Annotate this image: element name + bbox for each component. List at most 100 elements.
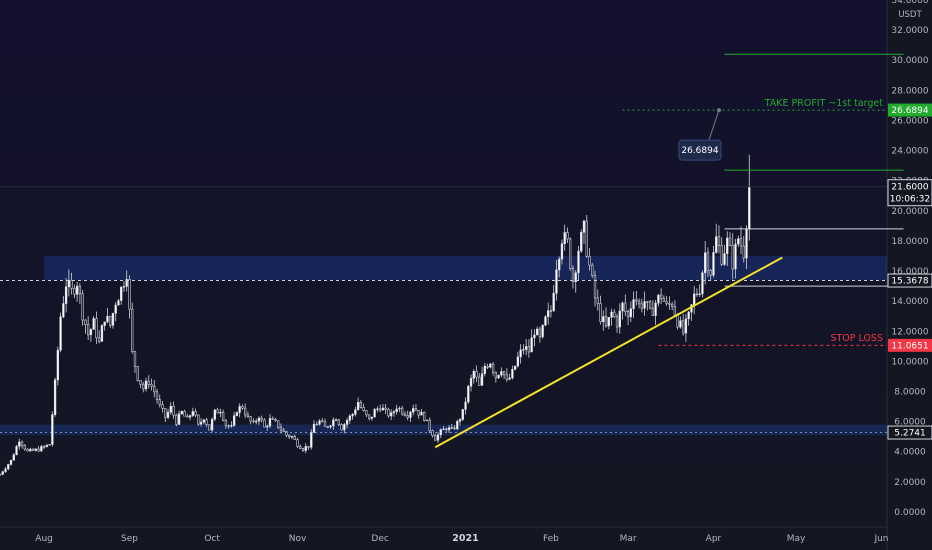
candle [450, 423, 453, 429]
x-tick-label: Sep [121, 534, 138, 544]
candle [497, 374, 500, 380]
candle [445, 427, 448, 432]
candle [434, 433, 437, 441]
candle [442, 426, 445, 431]
candle [45, 444, 48, 448]
candle [505, 368, 509, 383]
candle [359, 400, 363, 409]
candle [155, 388, 159, 404]
candle [244, 403, 247, 418]
candle [277, 420, 280, 430]
candle [142, 381, 145, 393]
candle [343, 423, 346, 434]
candle [246, 411, 250, 419]
candle [150, 378, 153, 391]
candle [604, 307, 608, 328]
candle [312, 420, 316, 433]
candle [453, 425, 456, 431]
candle [166, 408, 170, 420]
candle [326, 426, 329, 429]
candle [491, 362, 495, 376]
candle [709, 268, 712, 281]
candle [315, 421, 318, 426]
candle [158, 394, 161, 408]
candle [59, 312, 62, 353]
y-tick-label: 10.0000 [891, 357, 928, 367]
candle [635, 291, 638, 306]
candle [720, 237, 723, 267]
support-level-badge: 15.3678 [887, 273, 932, 288]
candle [299, 444, 302, 450]
candle [139, 380, 142, 389]
candle [274, 417, 277, 422]
candle [659, 288, 663, 305]
candle [354, 406, 357, 417]
candle [406, 410, 409, 421]
svg-text:15.3678: 15.3678 [891, 277, 928, 287]
candle [318, 419, 321, 426]
x-tick-label: Aug [35, 534, 53, 544]
y-tick-label: 18.0000 [891, 237, 928, 247]
candle [238, 403, 241, 418]
candle [48, 444, 51, 446]
base-level-badge: 5.2741 [887, 425, 932, 440]
candle [417, 409, 420, 419]
stop-loss-label: STOP LOSS [830, 333, 883, 344]
candle [307, 446, 310, 450]
candle [401, 405, 404, 416]
candle [86, 316, 90, 341]
candle [31, 448, 35, 451]
candle [381, 404, 385, 411]
candle [726, 231, 729, 266]
candle [384, 403, 387, 415]
candle [337, 419, 340, 427]
svg-text:11.0651: 11.0651 [891, 341, 928, 351]
candle [81, 289, 84, 326]
candle [202, 419, 205, 425]
y-tick-label: 8.0000 [894, 387, 926, 397]
candle [106, 308, 109, 324]
candle [475, 365, 478, 383]
candle [544, 315, 547, 327]
y-tick-label: 0.0000 [894, 508, 926, 518]
candle [235, 411, 239, 417]
candle [241, 404, 244, 410]
candle [89, 328, 93, 342]
x-axis: Aug Sep Oct Nov Dec 2021 Feb Mar Apr May Jun [35, 533, 888, 544]
candle [646, 301, 649, 311]
candle [409, 410, 412, 422]
candle [153, 380, 156, 398]
candle [508, 373, 511, 381]
candle [249, 416, 252, 425]
y-tick-label: 20.0000 [891, 207, 928, 217]
y-tick-label: 4.0000 [894, 448, 926, 458]
candle [420, 409, 423, 416]
candle [323, 418, 327, 427]
candle [62, 295, 65, 319]
candle [610, 308, 613, 326]
candle [618, 303, 621, 334]
candle [282, 427, 285, 432]
candle [734, 238, 737, 279]
candle [136, 366, 139, 382]
candle [378, 404, 382, 413]
candle [560, 239, 564, 265]
candle [216, 407, 219, 414]
candle [684, 314, 688, 342]
candle [648, 299, 652, 310]
candle [478, 373, 481, 386]
candles-layer [0, 154, 751, 476]
candle [230, 421, 233, 428]
candle [436, 432, 440, 443]
take-profit-label: TAKE PROFIT ~1st target [764, 98, 884, 109]
price-callout: 26.6894 [678, 108, 722, 161]
candle [351, 413, 354, 420]
candle [739, 226, 743, 255]
candle [263, 418, 266, 428]
candle [593, 270, 597, 307]
candle [657, 294, 660, 307]
candle [9, 459, 13, 466]
candle [483, 362, 486, 377]
candle [558, 256, 561, 278]
